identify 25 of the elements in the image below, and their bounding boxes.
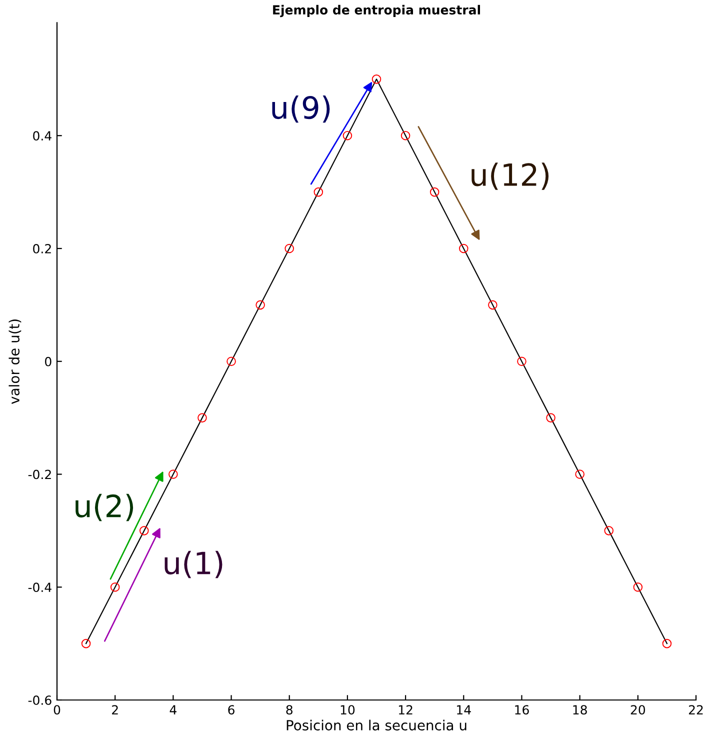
annotation: u(9) (272, 95, 330, 123)
x-tick-label: 0 (54, 705, 60, 715)
x-tick-label: 20 (630, 705, 646, 715)
y-tick-label: 0.2 (33, 244, 51, 254)
x-tick-label: 10 (340, 705, 355, 715)
annotation: u(1) (164, 550, 222, 578)
y-tick-label: -0.4 (28, 582, 52, 592)
x-axis-title: Posicion en la secuencia u (286, 720, 466, 730)
x-tick-label: 22 (688, 705, 703, 714)
x-tick-label: 14 (457, 705, 471, 714)
x-tick-label: 12 (398, 705, 412, 714)
y-tick-label: 0.4 (33, 131, 52, 141)
annotation: u(2) (76, 494, 134, 522)
annotation: u(12) (472, 162, 549, 190)
x-tick-label: 8 (286, 705, 292, 715)
x-tick-label: 18 (573, 705, 587, 715)
y-tick-label: -0.2 (28, 470, 51, 480)
y-tick-label: 0 (45, 356, 52, 366)
y-axis-title: valor de u(t) (8, 320, 22, 404)
x-tick-label: 6 (228, 705, 234, 715)
x-tick-label: 16 (515, 705, 529, 715)
chart-title: Ejemplo de entropia muestral (273, 4, 480, 18)
y-tick-label: -0.6 (28, 695, 52, 705)
x-tick-label: 2 (112, 705, 118, 714)
x-tick-label: 4 (170, 705, 176, 714)
